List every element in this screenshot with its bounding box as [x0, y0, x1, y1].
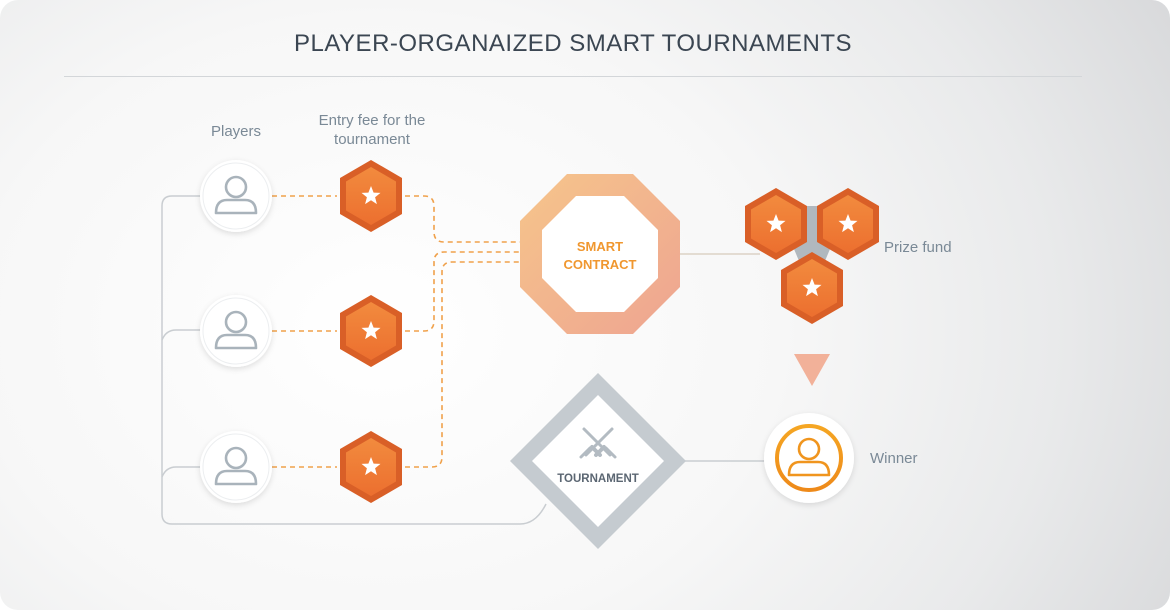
dash-coin2-contract [405, 251, 520, 332]
players-label: Players [210, 123, 262, 140]
prize-coin-3 [781, 252, 843, 324]
entry-fee-label: Entry fee for the tournament [302, 111, 442, 149]
entry-fee-label-line-2: tournament [334, 131, 410, 148]
prize-fund-cluster [745, 188, 879, 324]
smart-contract-label-1: SMART [577, 239, 623, 254]
winner-node [764, 413, 854, 503]
down-triangle-icon [794, 354, 830, 386]
entry-fee-coin-3 [340, 431, 402, 503]
page-title: PLAYER-ORGANAIZED SMART TOURNAMENTS [293, 30, 853, 57]
entry-fee-coin-2 [340, 295, 402, 367]
player-2 [200, 295, 272, 367]
players-bracket-line [161, 195, 547, 525]
title-divider [64, 76, 1082, 77]
crossed-swords-icon [579, 427, 617, 459]
prize-fund-label: Prize fund [884, 239, 952, 256]
players-bracket-tick-3 [161, 466, 201, 478]
winner-label: Winner [870, 450, 918, 467]
tournament-node: TOURNAMENT [510, 373, 686, 549]
entry-fee-coin-1 [340, 160, 402, 232]
entry-fee-label-line-1: Entry fee for the [318, 112, 426, 129]
player-3 [200, 431, 272, 503]
players-bracket-tick-2 [161, 329, 201, 341]
dash-coin1-contract [405, 195, 520, 243]
tournament-label: TOURNAMENT [557, 473, 639, 485]
player-1 [200, 160, 272, 232]
dash-coin3-contract [405, 261, 520, 468]
smart-contract-node: SMART CONTRACT [520, 174, 680, 334]
smart-contract-label-2: CONTRACT [564, 257, 637, 272]
